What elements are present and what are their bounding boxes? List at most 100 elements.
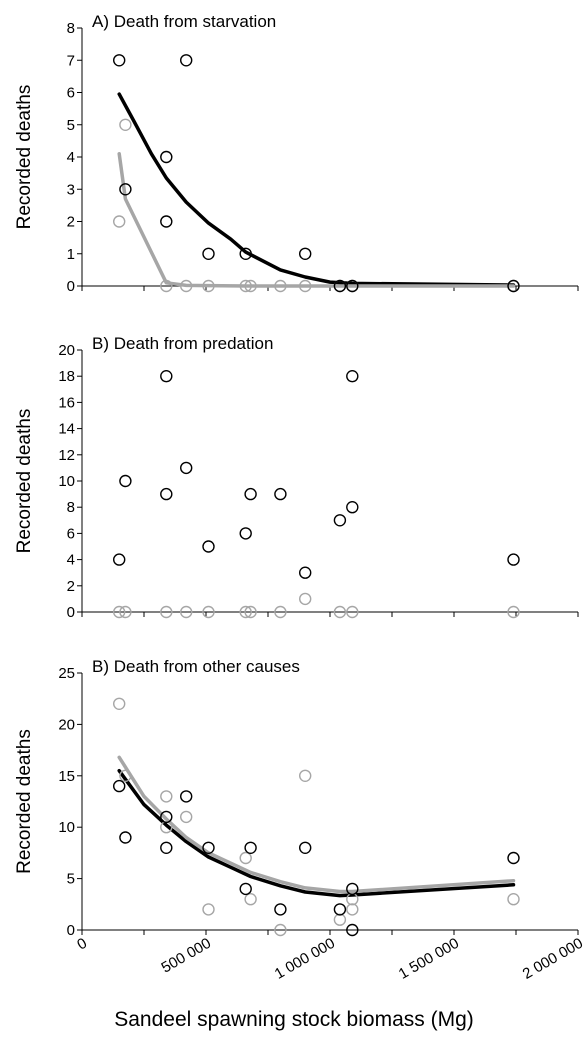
panel-title: A) Death from starvation: [92, 12, 276, 31]
data-point-series-1: [507, 553, 520, 566]
y-tick-label: 7: [67, 52, 75, 69]
y-tick-label: 8: [67, 20, 75, 37]
y-tick-label: 3: [67, 181, 75, 198]
data-point-series-2: [244, 279, 257, 293]
data-point-series-1: [112, 54, 126, 67]
data-point-series-2: [202, 605, 215, 619]
y-tick-label: 20: [58, 342, 75, 359]
data-point-series-2: [179, 810, 193, 824]
y-tick-label: 12: [58, 447, 75, 464]
data-point-series-2: [299, 279, 312, 293]
data-point-series-2: [346, 893, 359, 906]
data-point-series-2: [274, 923, 287, 937]
data-point-series-2: [274, 605, 287, 619]
data-point-series-2: [160, 605, 173, 619]
data-point-series-1: [346, 501, 359, 514]
data-point-series-1: [507, 279, 520, 293]
data-point-series-1: [202, 540, 215, 553]
data-point-series-2: [112, 605, 126, 619]
data-point-series-1: [160, 150, 173, 164]
data-point-series-1: [112, 553, 126, 566]
data-point-series-1: [160, 810, 173, 824]
data-point-series-1: [179, 790, 193, 803]
data-point-series-2: [274, 279, 287, 293]
data-point-series-1: [112, 779, 126, 793]
data-point-series-2: [119, 769, 132, 782]
y-tick-label: 2: [67, 578, 75, 595]
x-tick-label: 500 000: [159, 935, 214, 977]
data-point-series-1: [119, 831, 132, 844]
y-tick-label: 10: [58, 473, 75, 490]
trend-line-series-1: [117, 768, 516, 898]
x-tick-label: 0: [74, 935, 90, 954]
y-tick-label: 14: [58, 421, 75, 438]
data-point-series-2: [299, 592, 312, 606]
data-point-series-2: [119, 118, 132, 132]
data-point-series-1: [160, 215, 173, 228]
panel-1: 0 1 2 3 4 5 6 7 8 A) Death from starvation Recorde…: [14, 12, 579, 295]
data-point-series-1: [346, 882, 359, 896]
trend-line-series-1: [117, 92, 516, 287]
y-tick-label: 8: [67, 499, 75, 516]
data-point-series-1: [239, 247, 252, 261]
data-point-series-1: [333, 279, 347, 293]
data-point-series-2: [179, 279, 193, 293]
panel-title: B) Death from predation: [92, 334, 273, 353]
y-tick-label: 25: [58, 665, 75, 682]
data-point-series-2: [160, 790, 173, 803]
data-point-series-1: [299, 566, 312, 579]
data-point-series-2: [239, 605, 252, 619]
panel-3: 0 5 10 15 20 25 B) Death from other causes Reco…: [14, 657, 586, 983]
data-point-series-1: [244, 841, 257, 854]
data-point-series-1: [274, 487, 287, 501]
data-point-series-2: [160, 821, 173, 834]
data-point-series-1: [179, 461, 193, 475]
data-point-series-2: [112, 215, 126, 228]
data-point-series-1: [202, 841, 215, 854]
y-axis-label: Recorded deaths: [14, 85, 35, 230]
data-point-series-1: [507, 851, 520, 865]
data-point-series-1: [346, 923, 359, 937]
y-tick-label: 15: [58, 768, 75, 785]
data-point-series-1: [299, 841, 312, 854]
data-point-series-2: [507, 893, 520, 906]
data-point-series-2: [239, 851, 252, 865]
data-point-series-2: [239, 279, 252, 293]
y-tick-label: 5: [67, 871, 75, 888]
data-point-series-1: [160, 841, 173, 854]
data-point-series-1: [333, 514, 347, 527]
y-tick-label: 0: [67, 922, 75, 939]
data-point-series-2: [333, 605, 347, 619]
y-tick-label: 10: [58, 819, 75, 836]
y-tick-label: 5: [67, 117, 75, 134]
x-tick-label: 1 000 000: [272, 935, 338, 983]
data-point-series-1: [346, 370, 359, 383]
trend-line-series-2: [117, 152, 516, 288]
data-point-series-1: [202, 247, 215, 261]
data-point-series-2: [507, 605, 520, 619]
data-point-series-2: [119, 605, 132, 619]
data-point-series-1: [160, 370, 173, 383]
y-axis-label: Recorded deaths: [14, 729, 35, 874]
y-tick-label: 20: [58, 716, 75, 733]
y-tick-label: 2: [67, 214, 75, 231]
data-point-series-2: [179, 605, 193, 619]
trend-line-series-2: [117, 755, 516, 894]
data-point-series-2: [333, 913, 347, 926]
data-point-series-2: [202, 279, 215, 293]
data-point-series-2: [346, 605, 359, 619]
y-tick-label: 6: [67, 85, 75, 102]
data-point-series-2: [244, 893, 257, 906]
y-tick-label: 16: [58, 394, 75, 411]
x-tick-label: 1 500 000: [396, 935, 462, 983]
data-point-series-1: [333, 903, 347, 916]
x-tick-label: 2 000 000: [520, 935, 586, 983]
y-axis-label: Recorded deaths: [14, 409, 35, 554]
data-point-series-1: [239, 882, 252, 896]
y-tick-label: 1: [67, 246, 75, 263]
data-point-series-1: [274, 903, 287, 916]
data-point-series-2: [346, 903, 359, 916]
data-point-series-1: [299, 247, 312, 261]
y-tick-label: 0: [67, 278, 75, 295]
